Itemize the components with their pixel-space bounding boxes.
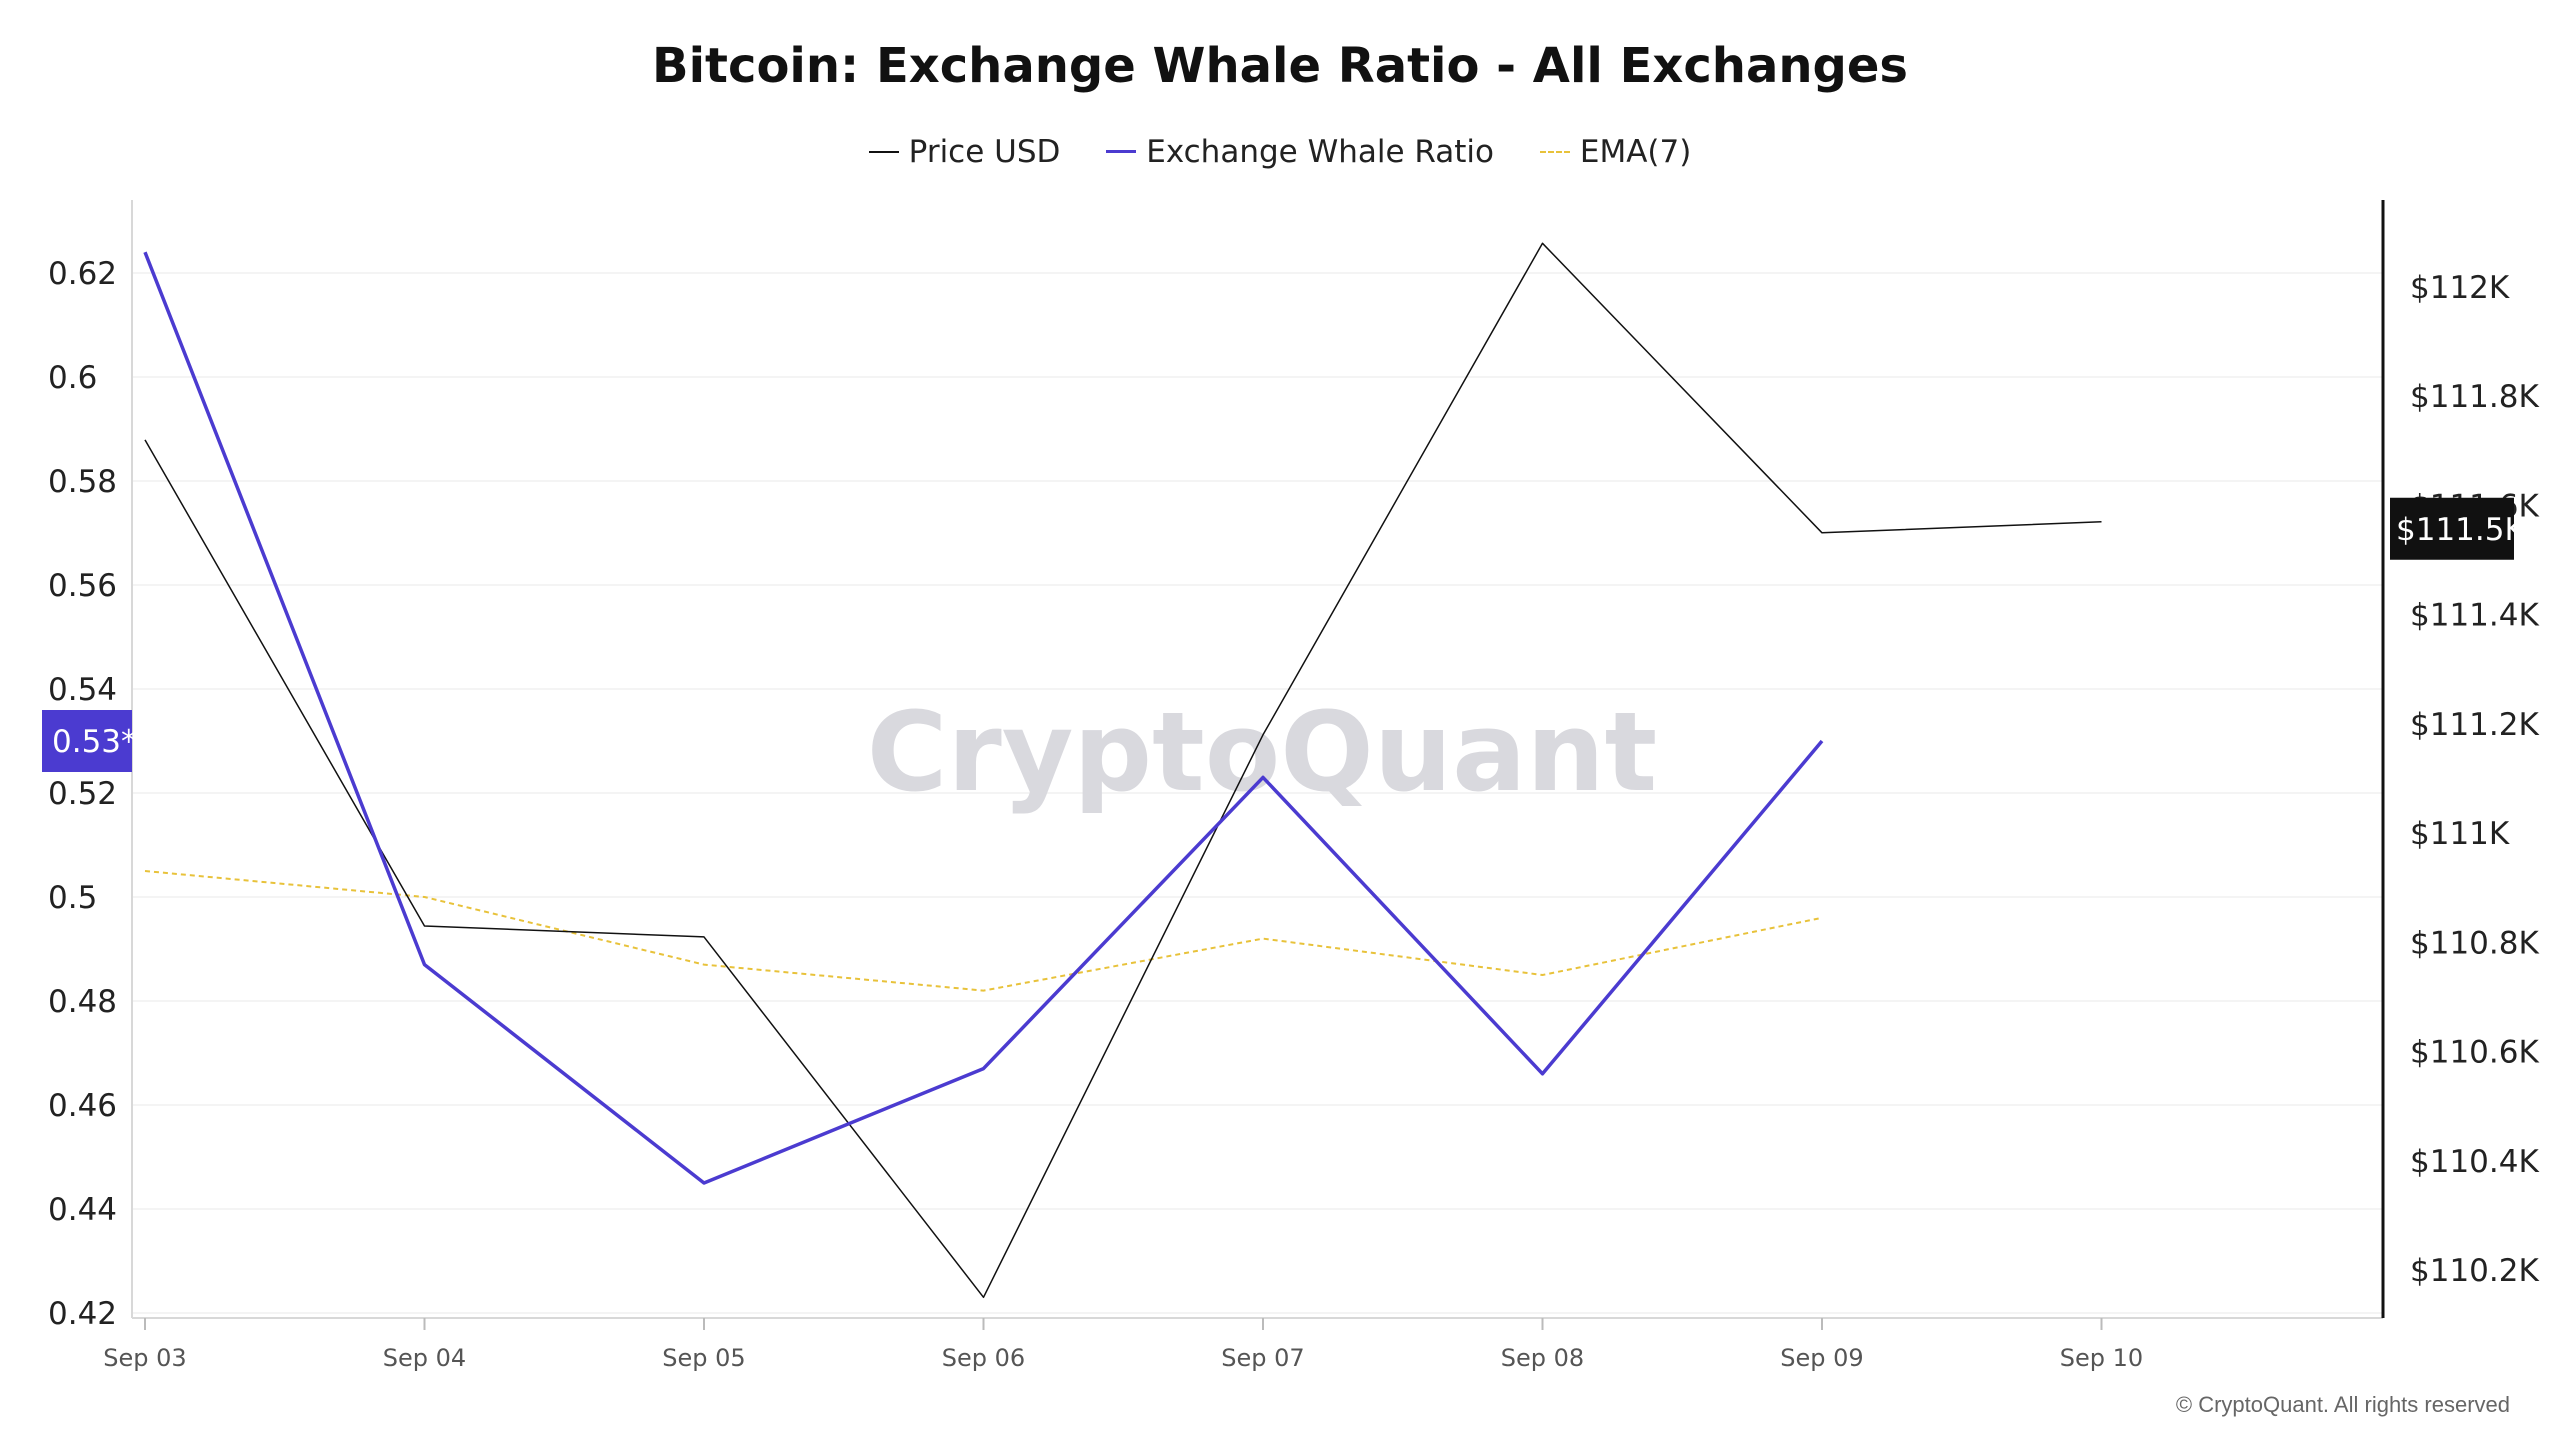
x-axis-tick-label: Sep 04 [383,1344,466,1372]
legend-item-price[interactable]: Price USD [868,134,1061,170]
left-axis-tick-label: 0.46 [48,1088,117,1124]
left-axis-tick-label: 0.44 [48,1192,117,1228]
legend-label-price: Price USD [908,134,1061,170]
left-axis-tick-label: 0.54 [48,672,117,708]
x-axis-tick-label: Sep 07 [1221,1344,1304,1372]
right-axis-tick-label: $110.6K [2410,1035,2539,1071]
price-current-badge-label: $111.5K [2396,512,2525,548]
legend-item-ema[interactable]: EMA(7) [1539,134,1692,170]
series-line-whale-ratio [143,251,1824,1185]
chart-title: Bitcoin: Exchange Whale Ratio - All Exch… [652,38,1908,94]
right-axis-tick-label: $112K [2410,270,2510,306]
right-axis-tick-label: $111.8K [2410,379,2539,415]
legend-label-whale-ratio: Exchange Whale Ratio [1146,133,1495,170]
legend-swatch-price [868,151,899,153]
x-axis-tick-label: Sep 08 [1501,1344,1584,1372]
left-axis-tick-label: 0.62 [48,256,117,292]
right-axis-tick-label: $110.4K [2410,1144,2539,1180]
ratio-current-badge-label: 0.53* [52,724,137,760]
left-axis-tick-label: 0.56 [48,568,117,604]
x-axis-tick-label: Sep 09 [1780,1344,1863,1372]
legend-swatch-whale-ratio [1106,150,1137,153]
legend-label-ema: EMA(7) [1579,134,1692,170]
x-axis-tick-label: Sep 05 [662,1344,745,1372]
right-axis-tick-label: $110.8K [2410,925,2539,961]
ratio-current-badge [42,710,132,772]
right-axis-tick-label: $111.2K [2410,707,2539,743]
copyright-notice: © CryptoQuant. All rights reserved [2175,1392,2510,1417]
chart-legend: Price USD Exchange Whale Ratio EMA(7) [0,125,2560,170]
x-axis-tick-label: Sep 03 [103,1344,186,1372]
x-axis-tick-label: Sep 06 [942,1344,1025,1372]
left-axis-tick-label: 0.6 [48,360,97,396]
right-axis-tick-label: $111.4K [2410,598,2539,634]
price-current-badge [2390,497,2514,560]
left-axis-tick-label: 0.58 [48,464,117,500]
right-axis-tick-label: $110.2K [2410,1253,2539,1289]
right-axis-tick-label: $111K [2410,816,2510,852]
left-axis-tick-label: 0.5 [48,880,97,916]
legend-swatch-ema [1539,151,1570,153]
series-line-ema [144,870,1823,992]
watermark-text: CryptoQuant [867,688,1658,816]
series-line-price [144,242,2102,1299]
legend-item-whale-ratio[interactable]: Exchange Whale Ratio [1106,134,1494,170]
x-axis-tick-label: Sep 10 [2060,1344,2143,1372]
left-axis-tick-label: 0.48 [48,984,117,1020]
left-axis-tick-label: 0.42 [48,1296,117,1332]
left-axis-tick-label: 0.52 [48,776,117,812]
